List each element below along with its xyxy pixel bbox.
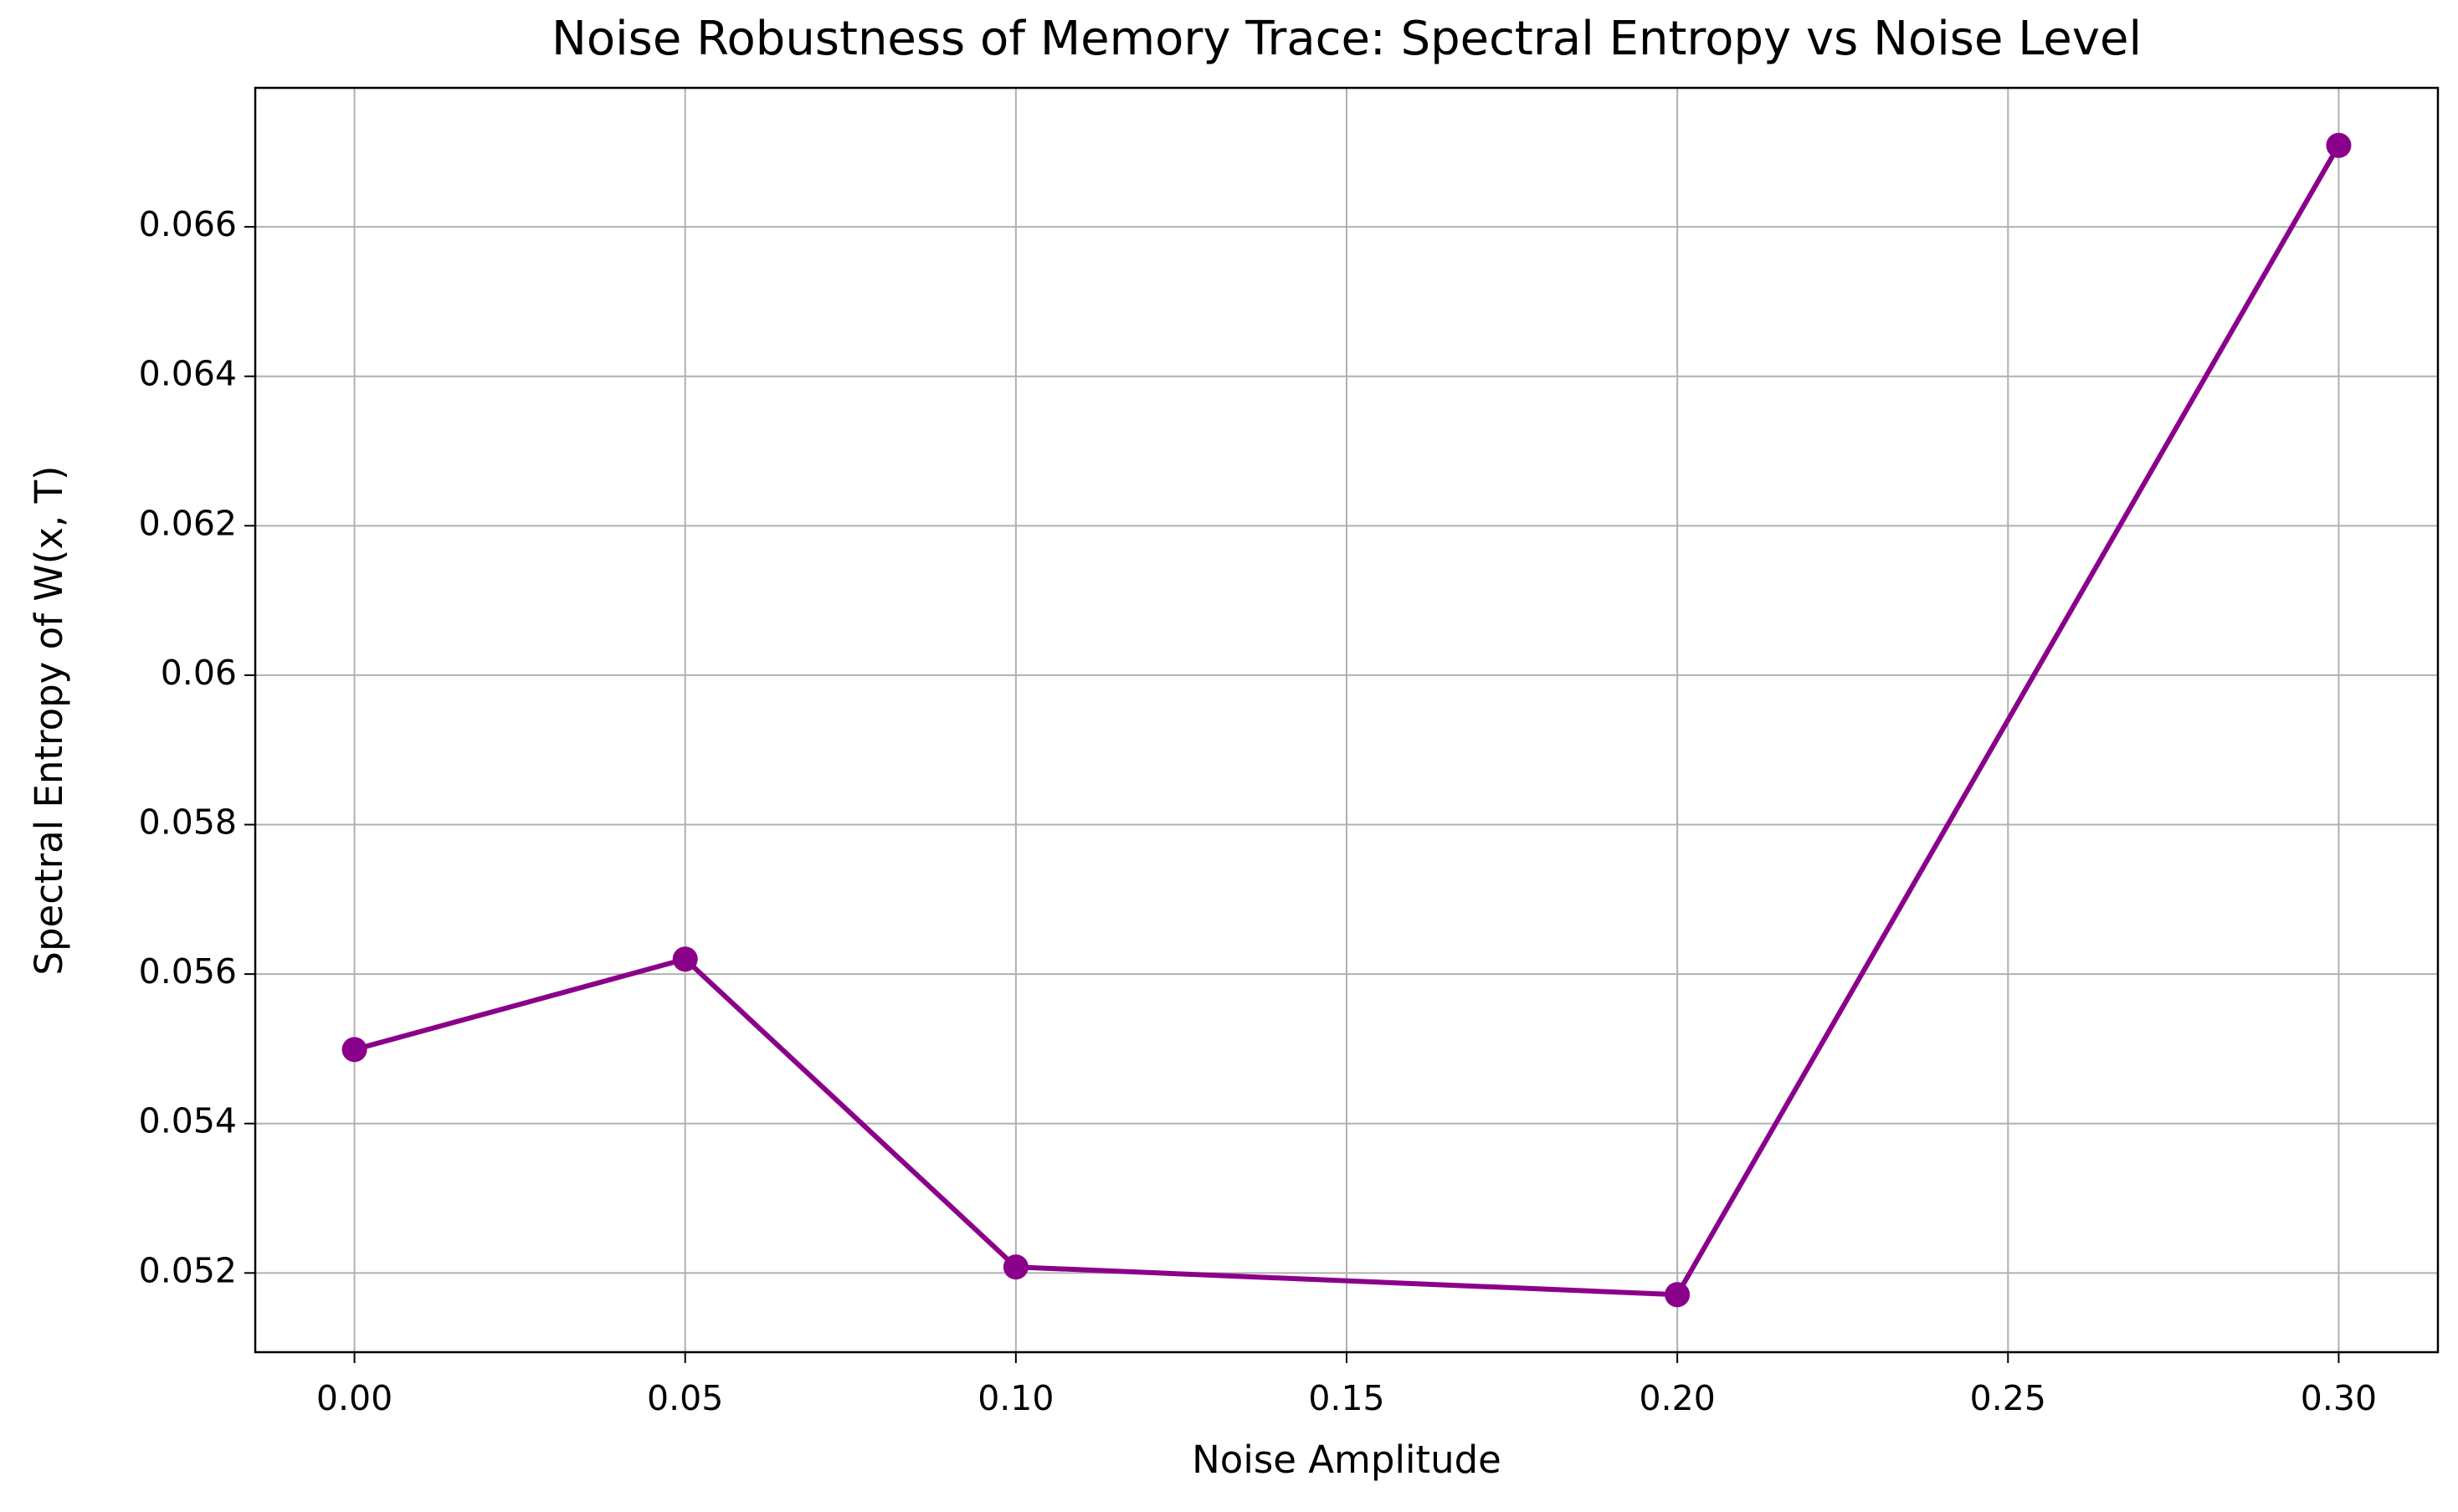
y-tick-label: 0.06 — [161, 653, 237, 693]
y-tick-label: 0.056 — [139, 951, 237, 992]
data-point — [2326, 132, 2352, 158]
y-tick-label: 0.052 — [139, 1250, 237, 1290]
x-tick-label: 0.15 — [1308, 1378, 1384, 1418]
x-axis-label: Noise Amplitude — [1192, 1438, 1501, 1482]
y-tick-label: 0.058 — [139, 802, 237, 843]
y-axis-label: Spectral Entropy of W(x, T) — [27, 465, 71, 975]
plot-frame — [254, 86, 2440, 1354]
data-point — [1003, 1254, 1029, 1280]
x-tick-label: 0.25 — [1970, 1378, 2046, 1418]
x-tick-label: 0.00 — [316, 1378, 393, 1418]
y-tick-label: 0.054 — [139, 1101, 237, 1141]
y-tick-label: 0.064 — [139, 354, 237, 394]
x-tick-label: 0.30 — [2301, 1378, 2377, 1418]
data-point — [341, 1037, 367, 1063]
x-tick-label: 0.20 — [1640, 1378, 1716, 1418]
chart-title: Noise Robustness of Memory Trace: Spectr… — [552, 12, 2142, 66]
y-tick-label: 0.066 — [139, 204, 237, 244]
x-tick-label: 0.05 — [647, 1378, 723, 1418]
data-point — [1665, 1282, 1691, 1308]
data-point — [672, 946, 698, 972]
x-tick-label: 0.10 — [978, 1378, 1054, 1418]
y-tick-label: 0.062 — [139, 503, 237, 543]
